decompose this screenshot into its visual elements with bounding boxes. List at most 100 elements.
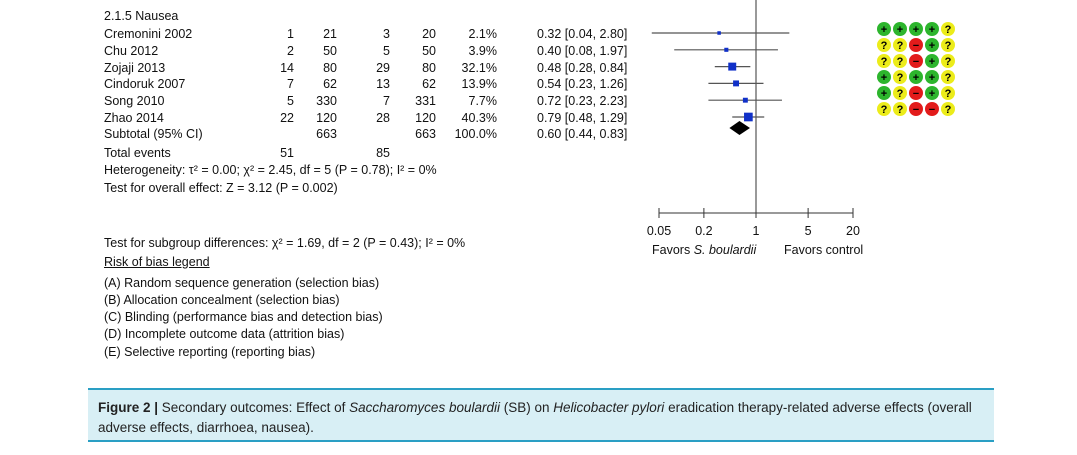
risk-of-bias-dot	[877, 102, 891, 116]
study-total-control: 120	[415, 111, 436, 125]
study-total-control: 20	[422, 27, 436, 41]
risk-of-bias-symbol: +	[929, 72, 935, 84]
study-ci: 0.54 [0.23, 1.26]	[537, 77, 628, 92]
forest-plot: 0.05 0.2 1 5 20+ + + +??? − +??? − + ?+? + + ?+? − +??? − −…	[647, 0, 955, 238]
risk-of-bias-symbol: ?	[897, 104, 904, 116]
study-ci: 0.48 [0.28, 0.84]	[537, 60, 628, 75]
study-total-control: 62	[422, 77, 436, 92]
risk-of-bias-symbol: ?	[881, 56, 888, 68]
risk-of-bias-dot	[925, 22, 939, 36]
risk-of-bias-symbol: ?	[945, 72, 952, 84]
section-title: 2.1.5 Nausea	[104, 9, 179, 23]
risk-of-bias-symbol: +	[913, 72, 919, 84]
legend-item-b: (B) Allocation concealment (selection bi…	[104, 293, 340, 307]
study-total-control: 50	[422, 43, 436, 58]
risk-of-bias-dot	[893, 22, 907, 36]
study-total-control: 80	[422, 60, 436, 75]
study-name: Zhao 2014	[104, 111, 164, 125]
risk-of-bias-dot	[925, 70, 939, 84]
risk-of-bias-dot	[893, 54, 907, 68]
study-events-control: 29	[376, 60, 390, 75]
risk-of-bias-symbol: +	[929, 88, 935, 100]
risk-of-bias-symbol: +	[881, 72, 887, 84]
effect-square	[728, 62, 737, 71]
risk-of-bias-symbol: ?	[945, 40, 952, 52]
risk-of-bias-symbol: ?	[897, 56, 904, 68]
caption-label: Figure 2 |	[98, 400, 162, 415]
risk-of-bias-symbol: ?	[945, 104, 952, 116]
risk-of-bias-symbol: −	[913, 88, 919, 100]
caption-text-3: eradication therapy-related adverse effe…	[98, 400, 972, 435]
risk-of-bias-symbol: +	[881, 24, 887, 36]
legend-item-a: (A) Random sequence generation (selectio…	[104, 276, 380, 290]
risk-of-bias-dot	[925, 54, 939, 68]
legend-item-d: (D) Incomplete outcome data (attrition b…	[104, 327, 345, 341]
risk-of-bias-symbol: ?	[897, 72, 904, 84]
study-events-sb: 7	[287, 77, 294, 92]
study-ci: 0.40 [0.08, 1.97]	[537, 43, 628, 58]
study-events-sb: 1	[287, 27, 294, 41]
caption-species-2: Helicobacter pylori	[553, 400, 665, 415]
risk-of-bias-symbol: −	[929, 104, 935, 116]
overall-effect-text: Test for overall effect: Z = 3.12 (P = 0…	[104, 181, 338, 195]
study-ci: 0.72 [0.23, 2.23]	[537, 94, 628, 109]
study-weight: 13.9%	[461, 77, 497, 92]
study-total-sb: 330	[316, 94, 337, 109]
risk-of-bias-dot	[877, 54, 891, 68]
effect-square	[717, 31, 721, 35]
subtotal-weight: 100.0%	[454, 127, 497, 141]
risk-of-bias-symbol: ?	[897, 40, 904, 52]
risk-of-bias-dot	[925, 38, 939, 52]
risk-of-bias-symbol: +	[897, 24, 903, 36]
x-tick-label: 0.2	[695, 224, 712, 238]
study-events-sb: 2	[287, 43, 294, 58]
study-total-sb: 62	[323, 77, 337, 92]
risk-of-bias-dot	[877, 86, 891, 100]
study-total-sb: 21	[323, 27, 337, 41]
risk-of-bias-dot	[909, 70, 923, 84]
study-weight: 7.7%	[468, 94, 498, 109]
study-ci: 0.79 [0.48, 1.29]	[537, 111, 628, 125]
risk-of-bias-dot	[909, 86, 923, 100]
study-events-control: 7	[383, 94, 390, 109]
favors-left-word: Favors	[652, 243, 694, 257]
risk-of-bias-symbol: −	[913, 56, 919, 68]
risk-of-bias-symbol: ?	[881, 104, 888, 116]
favors-left-species: S. boulardii	[693, 243, 757, 257]
risk-of-bias-dot	[893, 38, 907, 52]
risk-of-bias-dot	[909, 22, 923, 36]
favors-left-label: Favors S. boulardii	[652, 243, 756, 258]
risk-of-bias-dot	[925, 102, 939, 116]
risk-of-bias-dot	[877, 38, 891, 52]
x-tick-label: 1	[753, 224, 760, 238]
risk-of-bias-symbol: ?	[945, 88, 952, 100]
risk-of-bias-dot	[941, 70, 955, 84]
figure-caption: Figure 2 | Secondary outcomes: Effect of…	[88, 388, 994, 442]
risk-of-bias-dot	[941, 86, 955, 100]
x-tick-label: 5	[805, 224, 812, 238]
risk-of-bias-symbol: ?	[881, 40, 888, 52]
risk-of-bias-symbol: +	[929, 40, 935, 52]
risk-of-bias-symbol: −	[913, 104, 919, 116]
study-events-control: 5	[383, 43, 390, 58]
study-weight: 2.1%	[468, 27, 498, 41]
legend-item-c: (C) Blinding (performance bias and detec…	[104, 310, 383, 324]
risk-of-bias-dot	[909, 102, 923, 116]
total-events-label: Total events	[104, 146, 171, 160]
caption-text-1: Secondary outcomes: Effect of	[161, 400, 350, 415]
study-total-control: 331	[415, 94, 436, 109]
study-events-sb: 5	[287, 94, 294, 109]
risk-of-bias-dot	[893, 70, 907, 84]
legend-item-e: (E) Selective reporting (reporting bias)	[104, 345, 316, 359]
effect-square	[744, 112, 753, 122]
study-name: Cindoruk 2007	[104, 77, 186, 92]
study-name: Chu 2012	[104, 43, 159, 58]
study-total-sb: 120	[316, 111, 337, 125]
study-events-sb: 14	[280, 60, 294, 75]
study-weight: 3.9%	[468, 43, 498, 58]
risk-of-bias-symbol: +	[929, 56, 935, 68]
risk-of-bias-dot	[941, 54, 955, 68]
effect-square	[733, 80, 740, 87]
legend-title: Risk of bias legend	[104, 255, 210, 269]
study-name: Cremonini 2002	[104, 27, 193, 41]
